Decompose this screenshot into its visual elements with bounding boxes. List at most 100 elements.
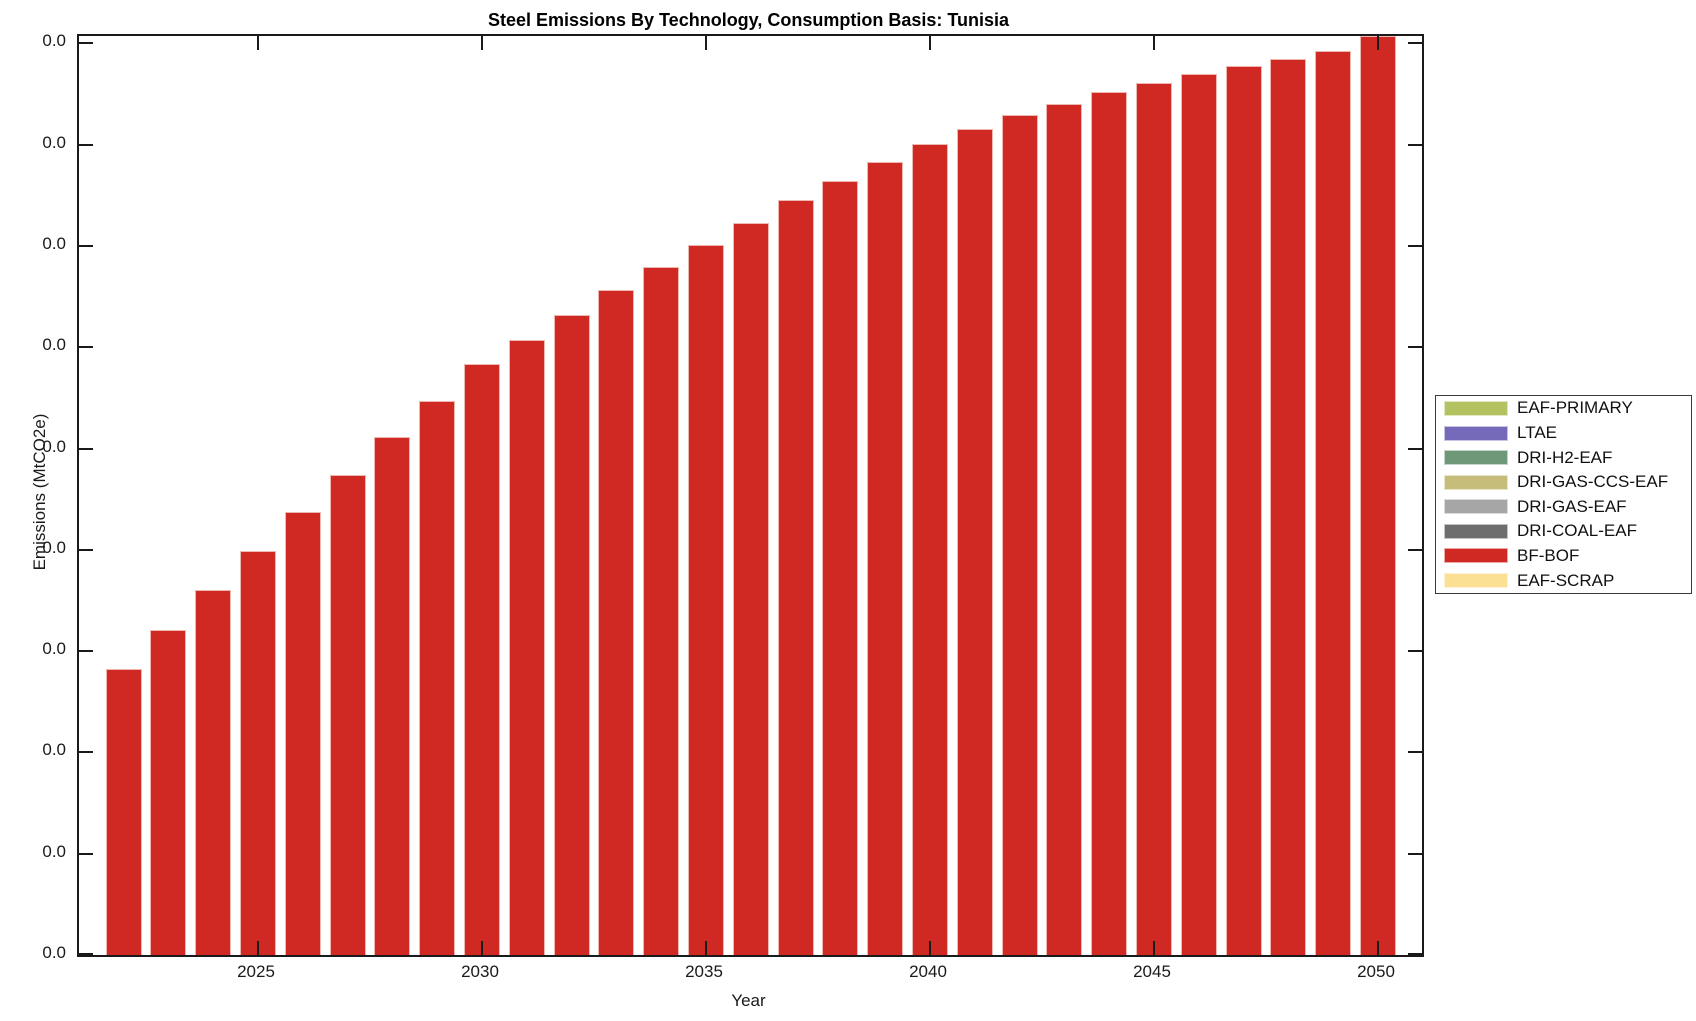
bar-2050: [1360, 36, 1396, 955]
bar-2032: [553, 314, 590, 955]
bar-2031: [508, 340, 545, 955]
x-tick: [929, 36, 931, 50]
y-tick: [1408, 447, 1422, 450]
x-tick: [481, 36, 483, 50]
y-tick-label: 0.0: [42, 31, 66, 51]
bar-2042: [1001, 115, 1038, 955]
legend-item-bf-bof: BF-BOF: [1444, 544, 1691, 569]
y-tick: [1408, 650, 1422, 653]
legend-swatch-icon: [1444, 573, 1508, 589]
x-tick: [705, 941, 707, 955]
legend-item-dri-gas-ccs-eaf: DRI-GAS-CCS-EAF: [1444, 470, 1691, 495]
bar-2028: [374, 437, 411, 955]
x-tick: [481, 941, 483, 955]
bar-2039: [867, 161, 904, 955]
bar-2033: [598, 290, 635, 955]
bar-2035: [688, 244, 724, 955]
bar-2040: [912, 143, 948, 955]
y-tick: [1408, 751, 1422, 754]
legend-label: EAF-SCRAP: [1517, 570, 1615, 590]
x-tick: [929, 941, 931, 955]
y-axis-label: Emissions (MtCO2e): [30, 413, 49, 571]
x-tick-label: 2045: [1133, 962, 1171, 981]
bar-2029: [419, 400, 456, 955]
bar-2047: [1225, 65, 1262, 955]
bar-2043: [1046, 104, 1083, 955]
legend-swatch-icon: [1444, 523, 1508, 539]
y-tick: [79, 852, 93, 855]
legend-item-eaf-primary: EAF-PRIMARY: [1444, 396, 1691, 421]
x-tick: [1153, 36, 1155, 50]
bar-2030: [464, 364, 500, 955]
legend-item-eaf-scrap: EAF-SCRAP: [1444, 568, 1691, 593]
y-tick: [79, 751, 93, 754]
bar-2036: [732, 222, 769, 955]
x-tick-label: 2035: [685, 962, 723, 981]
y-tick: [79, 650, 93, 653]
y-tick: [79, 953, 93, 955]
bar-2041: [956, 129, 993, 955]
y-tick-label: 0.0: [42, 639, 66, 659]
bar-2034: [643, 267, 680, 955]
y-tick: [1408, 953, 1422, 955]
y-tick: [1408, 852, 1422, 855]
x-tick-label: 2030: [461, 962, 499, 981]
y-tick: [79, 447, 93, 450]
y-tick-label: 0.0: [42, 233, 66, 253]
x-tick-label: 2040: [909, 962, 947, 981]
x-tick: [257, 941, 259, 955]
legend-swatch-icon: [1444, 499, 1508, 515]
legend-swatch-icon: [1444, 450, 1508, 466]
y-tick-label: 0.0: [42, 436, 66, 456]
bar-2048: [1270, 58, 1307, 955]
bar-2044: [1091, 91, 1128, 955]
x-axis-label: Year: [731, 991, 766, 1010]
y-tick: [79, 244, 93, 247]
legend-item-dri-h2-eaf: DRI-H2-EAF: [1444, 445, 1691, 470]
legend-swatch-icon: [1444, 400, 1508, 416]
bar-2038: [822, 181, 859, 955]
legend-item-ltae: LTAE: [1444, 421, 1691, 446]
plot-area: [77, 34, 1424, 957]
bar-2026: [284, 512, 321, 955]
bar-2037: [777, 200, 814, 955]
legend-label: EAF-PRIMARY: [1517, 398, 1633, 418]
y-tick: [79, 346, 93, 349]
y-tick-label: 0.0: [42, 943, 66, 962]
bar-2027: [329, 474, 366, 955]
y-tick: [79, 548, 93, 551]
x-tick: [1377, 941, 1379, 955]
legend-swatch-icon: [1444, 474, 1508, 490]
y-tick-label: 0.0: [42, 132, 66, 152]
x-tick-label: 2025: [237, 962, 275, 981]
legend-swatch-icon: [1444, 548, 1508, 564]
legend-label: BF-BOF: [1517, 545, 1580, 565]
bar-2023: [150, 629, 187, 955]
x-tick: [257, 36, 259, 50]
legend-item-dri-coal-eaf: DRI-COAL-EAF: [1444, 519, 1691, 544]
x-tick-label: 2050: [1357, 962, 1395, 981]
legend-item-dri-gas-eaf: DRI-GAS-EAF: [1444, 495, 1691, 520]
bar-2022: [105, 669, 142, 955]
legend-label: DRI-COAL-EAF: [1517, 521, 1637, 541]
bar-2025: [240, 550, 276, 955]
legend: EAF-PRIMARY LTAE DRI-H2-EAF DRI-GAS-CCS-EAF…: [1435, 395, 1692, 594]
y-tick: [1408, 143, 1422, 146]
y-tick: [1408, 548, 1422, 551]
y-tick: [79, 42, 93, 45]
y-tick-label: 0.0: [42, 841, 66, 861]
bar-2046: [1180, 73, 1217, 955]
y-tick-label: 0.0: [42, 335, 66, 355]
legend-label: LTAE: [1517, 423, 1557, 443]
y-tick: [1408, 346, 1422, 349]
bar-2024: [195, 590, 232, 955]
legend-swatch-icon: [1444, 425, 1508, 441]
x-tick: [1153, 941, 1155, 955]
y-tick: [1408, 42, 1422, 45]
x-tick: [705, 36, 707, 50]
y-tick-label: 0.0: [42, 740, 66, 760]
y-tick: [1408, 244, 1422, 247]
x-tick: [1377, 36, 1379, 50]
legend-label: DRI-GAS-CCS-EAF: [1517, 472, 1669, 492]
